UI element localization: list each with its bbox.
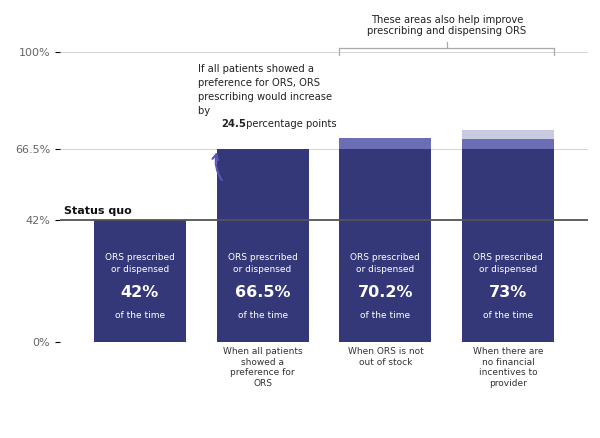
Text: When all patients
showed a
preference for
ORS: When all patients showed a preference fo… [223, 347, 302, 388]
Text: 66.5%: 66.5% [235, 285, 290, 300]
Text: 73%: 73% [489, 285, 527, 300]
Text: of the time: of the time [361, 311, 410, 320]
Text: of the time: of the time [238, 311, 287, 320]
Text: 42%: 42% [121, 285, 159, 300]
Text: When ORS is not
out of stock: When ORS is not out of stock [347, 347, 423, 367]
Text: ORS prescribed
or dispensed: ORS prescribed or dispensed [473, 253, 543, 274]
Bar [217, 149, 308, 342]
Bar [340, 138, 431, 149]
Text: 24.5: 24.5 [221, 119, 246, 129]
Text: of the time: of the time [115, 311, 165, 320]
Text: If all patients showed a
preference for ORS, ORS
prescribing would increase
by: If all patients showed a preference for … [197, 64, 332, 116]
Bar [94, 220, 186, 342]
Bar [462, 149, 554, 342]
Text: ORS prescribed
or dispensed: ORS prescribed or dispensed [350, 253, 421, 274]
Text: These areas also help improve
prescribing and dispensing ORS: These areas also help improve prescribin… [367, 14, 526, 36]
Text: percentage points: percentage points [243, 119, 337, 129]
Bar [340, 149, 431, 342]
Text: Status quo: Status quo [64, 206, 131, 216]
Text: ORS prescribed
or dispensed: ORS prescribed or dispensed [227, 253, 298, 274]
Text: ORS prescribed
or dispensed: ORS prescribed or dispensed [105, 253, 175, 274]
Bar [462, 139, 554, 149]
Text: When there are
no financial
incentives to
provider: When there are no financial incentives t… [473, 347, 544, 388]
Bar [462, 131, 554, 139]
Text: 70.2%: 70.2% [358, 285, 413, 300]
Text: of the time: of the time [483, 311, 533, 320]
